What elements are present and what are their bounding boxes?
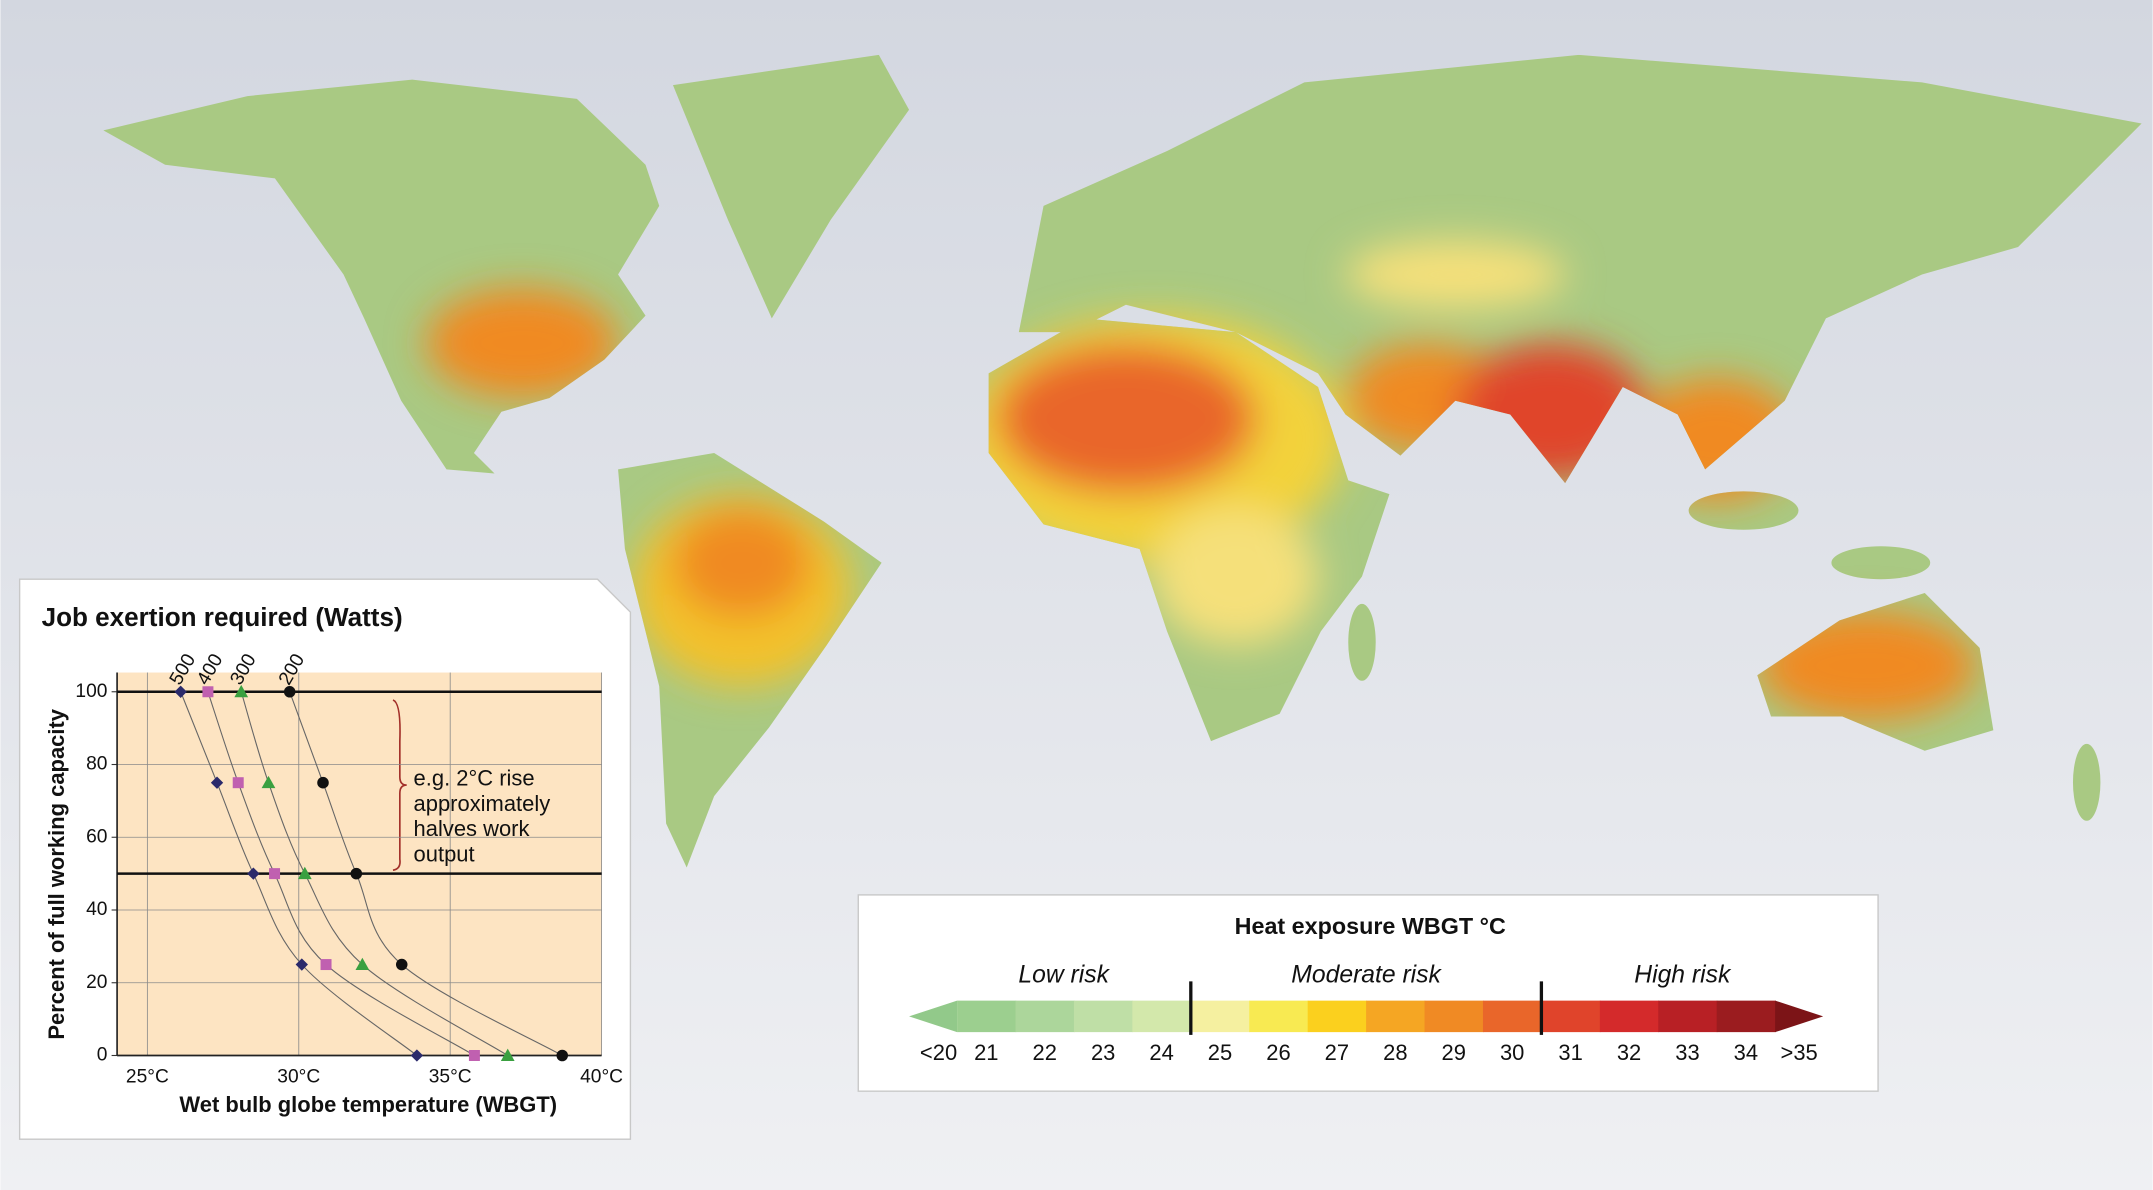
heat-zone <box>425 288 619 399</box>
data-point <box>261 775 276 789</box>
color-swatch <box>1482 1000 1543 1033</box>
annotation: halves work <box>414 816 531 841</box>
color-swatch <box>909 1000 958 1033</box>
data-point <box>320 959 332 971</box>
heat-zone <box>1345 240 1566 309</box>
color-swatch <box>1190 1000 1250 1033</box>
series-line <box>289 691 563 1056</box>
risk-label: Low risk <box>1018 961 1110 988</box>
plot-area <box>117 672 602 1056</box>
y-tick-label: 0 <box>97 1045 108 1066</box>
color-swatch <box>1541 1000 1601 1033</box>
data-point <box>297 866 312 880</box>
y-tick-label: 20 <box>86 972 107 993</box>
data-point <box>355 957 370 971</box>
scale-label: 28 <box>1383 1040 1407 1065</box>
annotation: output <box>414 842 475 867</box>
data-point <box>350 867 363 880</box>
scale-label: 25 <box>1208 1040 1232 1065</box>
scale-label: 22 <box>1033 1040 1057 1065</box>
data-point <box>410 1049 424 1062</box>
color-swatch <box>1307 1000 1367 1033</box>
scale-label: <20 <box>920 1040 957 1065</box>
color-swatch <box>1073 1000 1134 1033</box>
annotation-brace <box>392 699 407 872</box>
color-swatch <box>1249 1000 1309 1033</box>
color-swatch <box>1424 1000 1484 1033</box>
color-scale: <20 21 22 23 24 25 26 27 28 29 30 31 32 33 34 >35 Low ri… <box>909 961 1824 1065</box>
y-axis-label: Percent of full working capacity <box>44 708 69 1039</box>
data-point <box>234 684 249 698</box>
x-tick-label: 25°C <box>126 1067 169 1088</box>
scale-label: >35 <box>1781 1040 1818 1065</box>
series-line <box>207 691 475 1056</box>
x-tick-label: 30°C <box>277 1067 320 1088</box>
series-line <box>240 691 509 1056</box>
scale-label: 23 <box>1091 1040 1115 1065</box>
risk-label: High risk <box>1634 961 1732 988</box>
scale-label: 26 <box>1266 1040 1290 1065</box>
x-tick-label: 40°C <box>580 1067 623 1088</box>
color-swatch <box>1775 1000 1824 1033</box>
heat-zone <box>995 343 1257 495</box>
legend-title: Heat exposure WBGT °C <box>1235 913 1506 939</box>
data-point <box>232 777 244 789</box>
data-point <box>468 1050 480 1061</box>
scale-label: 24 <box>1149 1040 1173 1065</box>
color-swatch <box>1015 1000 1075 1033</box>
data-point <box>500 1048 515 1061</box>
data-point <box>202 686 214 698</box>
scale-label: 29 <box>1442 1040 1466 1065</box>
scale-label: 27 <box>1325 1040 1349 1065</box>
scale-label: 32 <box>1617 1040 1641 1065</box>
color-swatch <box>1366 1000 1426 1033</box>
data-point <box>174 685 187 698</box>
y-tick-label: 60 <box>86 826 107 847</box>
legend-panel <box>857 894 1879 1092</box>
y-tick-label: 40 <box>86 899 107 920</box>
data-point <box>283 686 296 698</box>
color-swatch <box>957 1000 1017 1033</box>
scale-label: 21 <box>974 1040 998 1065</box>
data-point <box>269 868 281 880</box>
y-tick-label: 80 <box>86 754 107 775</box>
data-point <box>317 776 329 789</box>
heat-zone <box>672 507 811 618</box>
color-swatch <box>1716 1000 1776 1033</box>
data-point <box>556 1049 568 1062</box>
x-axis-label: Wet bulb globe temperature (WBGT) <box>179 1092 557 1117</box>
heat-zone <box>1153 507 1319 646</box>
scale-label: 30 <box>1500 1040 1524 1065</box>
color-swatch <box>1132 1000 1192 1033</box>
x-tick-label: 35°C <box>429 1067 472 1088</box>
annotation: approximately <box>414 791 551 816</box>
color-swatch <box>1658 1000 1718 1033</box>
data-point <box>210 776 224 789</box>
annotation: e.g. 2°C rise <box>414 765 535 790</box>
y-tick-label: 100 <box>75 681 107 702</box>
scale-label: 31 <box>1558 1040 1582 1065</box>
color-swatch <box>1599 1000 1659 1033</box>
data-point <box>295 958 308 971</box>
risk-label: Moderate risk <box>1291 961 1442 988</box>
scale-label: 34 <box>1734 1040 1758 1065</box>
chart-title: Job exertion required (Watts) <box>42 602 403 632</box>
data-point <box>395 958 408 971</box>
series-line <box>180 691 418 1056</box>
scale-label: 33 <box>1675 1040 1699 1065</box>
